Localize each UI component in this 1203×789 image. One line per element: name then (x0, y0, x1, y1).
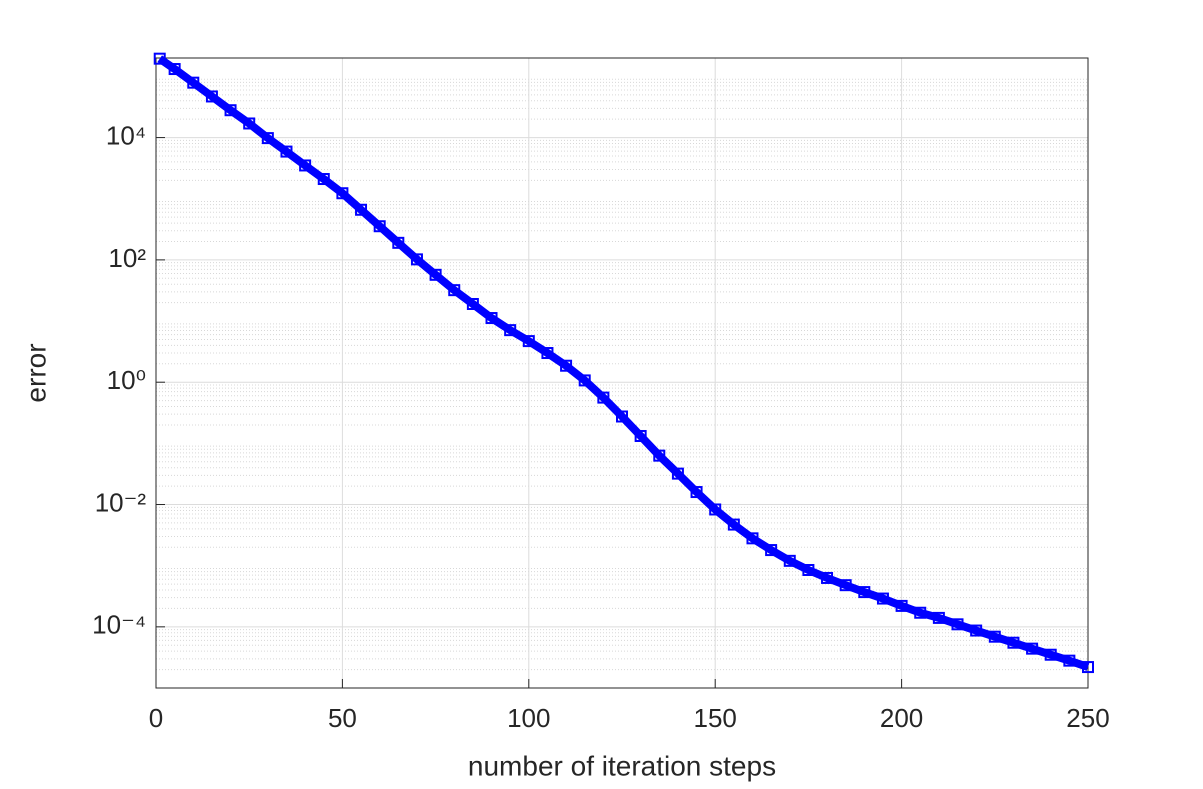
x-tick-label: 0 (149, 703, 163, 733)
marker (914, 606, 927, 619)
marker (485, 312, 498, 325)
marker (876, 592, 889, 605)
marker (522, 335, 535, 348)
marker (1007, 636, 1020, 649)
marker (280, 145, 293, 158)
marker (765, 544, 778, 557)
marker (373, 220, 386, 233)
marker (1063, 654, 1076, 667)
marker (746, 532, 759, 545)
marker (448, 284, 461, 297)
y-tick-label: 10⁻² (95, 487, 147, 517)
y-tick-label: 10⁻⁴ (92, 610, 146, 640)
x-tick-label: 150 (694, 703, 737, 733)
y-axis-label: error (20, 343, 51, 402)
marker (224, 104, 237, 117)
marker (690, 486, 703, 499)
marker (839, 579, 852, 592)
marker (671, 467, 684, 480)
marker (168, 63, 181, 76)
marker (429, 268, 442, 281)
marker (653, 449, 666, 462)
marker (243, 117, 256, 130)
x-tick-label: 50 (328, 703, 357, 733)
marker (988, 630, 1001, 643)
marker (466, 297, 479, 310)
marker (932, 611, 945, 624)
marker (560, 359, 573, 372)
marker (821, 571, 834, 584)
marker (153, 52, 166, 65)
data-line (157, 55, 1090, 671)
plot-frame (155, 57, 1089, 689)
marker (1082, 661, 1094, 674)
y-tick-label: 10² (108, 243, 146, 273)
marker (410, 253, 423, 266)
x-tick-label: 100 (507, 703, 550, 733)
marker (355, 203, 368, 216)
y-tick-label: 10⁰ (107, 365, 146, 395)
marker (970, 624, 983, 637)
marker (709, 503, 722, 516)
marker (578, 374, 591, 387)
marker (261, 132, 274, 145)
marker (205, 90, 218, 103)
marker (541, 347, 554, 360)
marker (802, 563, 815, 576)
marker (727, 518, 740, 531)
marker (317, 173, 330, 186)
marker (299, 159, 312, 172)
marker (783, 554, 796, 567)
marker (392, 236, 405, 249)
marker (634, 429, 647, 442)
marker (951, 618, 964, 631)
marker (1026, 642, 1039, 655)
marker (616, 410, 628, 423)
x-tick-label: 250 (1066, 703, 1109, 733)
y-tick-label: 10⁴ (106, 120, 146, 150)
marker (597, 391, 610, 404)
x-tick-label: 200 (880, 703, 923, 733)
marker (895, 599, 908, 612)
marker (1044, 648, 1057, 661)
x-axis-label: number of iteration steps (468, 750, 776, 781)
marker (187, 76, 200, 89)
marker (336, 187, 349, 200)
marker (858, 586, 871, 599)
marker (504, 324, 517, 337)
